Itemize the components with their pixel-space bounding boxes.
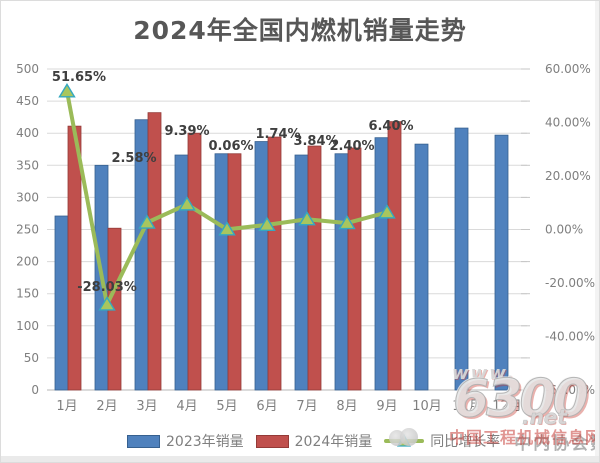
growth-marker-6月 — [258, 216, 276, 232]
growth-line-legend-icon — [384, 433, 425, 447]
bar-2023年销量-1月 — [54, 215, 69, 391]
legend-label-2024: 2024年销量 — [294, 434, 373, 450]
bar-2024年销量-6月 — [267, 136, 282, 391]
x-axis-label: 1月 — [56, 399, 77, 414]
left-axis-tick-label: 100 — [16, 319, 39, 333]
growth-marker-4月 — [178, 196, 196, 211]
bar-2024年销量-7月 — [307, 145, 322, 391]
legend-item-2024: 2024年销量 — [255, 431, 373, 451]
x-axis-label: 6月 — [256, 399, 277, 414]
legend-label-growth: 同比增长率 — [430, 434, 501, 450]
left-axis-tick-label: 150 — [16, 287, 39, 301]
growth-marker-5月 — [218, 220, 236, 236]
left-axis-tick-label: 450 — [16, 94, 39, 108]
bar-2023年销量-5月 — [214, 153, 229, 391]
growth-marker-1月 — [58, 82, 76, 98]
growth-marker-9月 — [378, 204, 396, 219]
chart-title: 2024年全国内燃机销量走势 — [133, 16, 467, 45]
legend-swatch-2023 — [127, 434, 160, 448]
x-axis-label: 11月 — [452, 399, 482, 414]
legend-swatch-2024 — [255, 434, 289, 448]
bar-2023年销量-6月 — [254, 141, 269, 391]
legend-item-2023: 2023年销量 — [127, 431, 244, 451]
bar-2023年销量-10月 — [414, 143, 429, 391]
right-axis-tick-label: -20.00% — [545, 276, 595, 290]
x-axis-label: 3月 — [136, 399, 157, 414]
bar-2023年销量-7月 — [294, 154, 309, 391]
bar-2024年销量-9月 — [387, 121, 402, 391]
bar-2023年销量-12月 — [494, 134, 509, 391]
left-axis-tick-label: 350 — [16, 158, 39, 172]
growth-data-label: 2.40% — [329, 139, 374, 154]
left-axis-tick-label: 400 — [16, 126, 39, 140]
growth-data-label: -28.03% — [77, 280, 137, 295]
x-axis-label: 9月 — [376, 399, 397, 414]
bar-2024年销量-5月 — [227, 153, 242, 391]
left-axis-tick-label: 50 — [24, 351, 39, 365]
bar-2024年销量-8月 — [347, 147, 362, 391]
growth-data-label: 6.40% — [368, 119, 413, 134]
x-axis-label: 4月 — [176, 399, 197, 414]
growth-data-label: 1.74% — [255, 127, 300, 142]
x-axis-label: 8月 — [336, 399, 357, 414]
left-axis-tick-label: 300 — [16, 190, 39, 204]
right-axis-tick-label: -40.00% — [545, 330, 595, 344]
left-axis-tick-label: 500 — [16, 62, 39, 76]
bar-2023年销量-8月 — [334, 153, 349, 391]
x-axis-label: 2月 — [96, 399, 117, 414]
legend-item-growth: 同比增长率 — [384, 431, 500, 451]
growth-data-label: 9.39% — [164, 124, 209, 139]
bar-2023年销量-11月 — [454, 127, 469, 391]
bar-2023年销量-9月 — [374, 137, 389, 391]
growth-data-label: 0.06% — [208, 139, 253, 154]
right-axis-tick-label: 0.00% — [545, 223, 583, 237]
bar-2023年销量-4月 — [174, 154, 189, 391]
x-axis-label: 12月 — [492, 399, 522, 414]
x-axis-label: 7月 — [296, 399, 317, 414]
right-axis-tick-label: -60.00% — [545, 383, 595, 397]
bar-2024年销量-4月 — [187, 132, 202, 391]
right-axis-tick-label: 40.00% — [545, 116, 591, 130]
right-axis-tick-label: 60.00% — [545, 62, 591, 76]
growth-data-label: 2.58% — [111, 151, 156, 166]
growth-marker-3月 — [138, 214, 156, 229]
data-source-note: 中内协会数据 — [514, 433, 599, 454]
growth-marker-8月 — [338, 214, 356, 230]
x-axis-label: 5月 — [216, 399, 237, 414]
left-axis-tick-label: 200 — [16, 255, 39, 269]
bar-2024年销量-3月 — [147, 112, 162, 391]
growth-marker-2月 — [98, 296, 116, 311]
growth-marker-7月 — [298, 210, 316, 226]
left-axis-tick-label: 250 — [16, 223, 39, 237]
combo-chart: 51.65% -28.03% 2.58% 9.39%0.06%1.74%3.84%2.… — [16, 62, 595, 414]
x-axis-label: 10月 — [412, 399, 442, 414]
legend-label-2023: 2023年销量 — [166, 434, 244, 450]
growth-data-label: 3.84% — [293, 134, 338, 149]
right-axis-tick-label: 20.00% — [545, 169, 591, 183]
growth-data-label: 51.65% — [52, 70, 106, 85]
chart-legend: 2023年销量 2024年销量 同比增长率 中内协会数据 — [127, 430, 599, 454]
left-axis-tick-label: 0 — [31, 383, 39, 397]
